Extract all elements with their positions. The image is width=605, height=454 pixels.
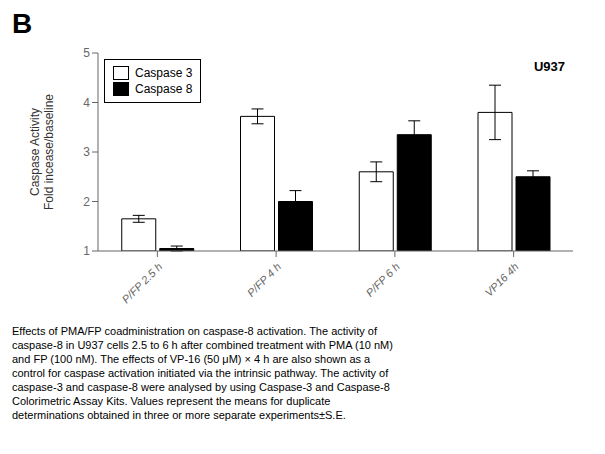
html-text:Caspase 8: Caspase 8 [135,82,193,96]
html-text:Effects of PMA/FP coadministra: Effects of PMA/FP coadministration on ca… [12,325,393,421]
svg-text:1: 1 [83,244,90,258]
svg-text:Caspase Activity: Caspase Activity [28,108,42,196]
svg-text:P/FP 4 h: P/FP 4 h [245,260,283,298]
svg-text:2: 2 [83,195,90,209]
html-text:Caspase 3: Caspase 3 [135,66,193,80]
svg-text:3: 3 [83,145,90,159]
html-text:B: B [12,8,33,39]
svg-text:P/FP 2.5 h: P/FP 2.5 h [120,260,165,305]
svg-text:P/FP 6 h: P/FP 6 h [363,260,401,298]
html-text:U937: U937 [533,59,565,74]
svg-text:Fold incease/baseline: Fold incease/baseline [42,94,56,210]
svg-text:4: 4 [83,96,90,110]
svg-text:VP16 4h: VP16 4h [482,260,520,298]
svg-text:5: 5 [83,46,90,60]
